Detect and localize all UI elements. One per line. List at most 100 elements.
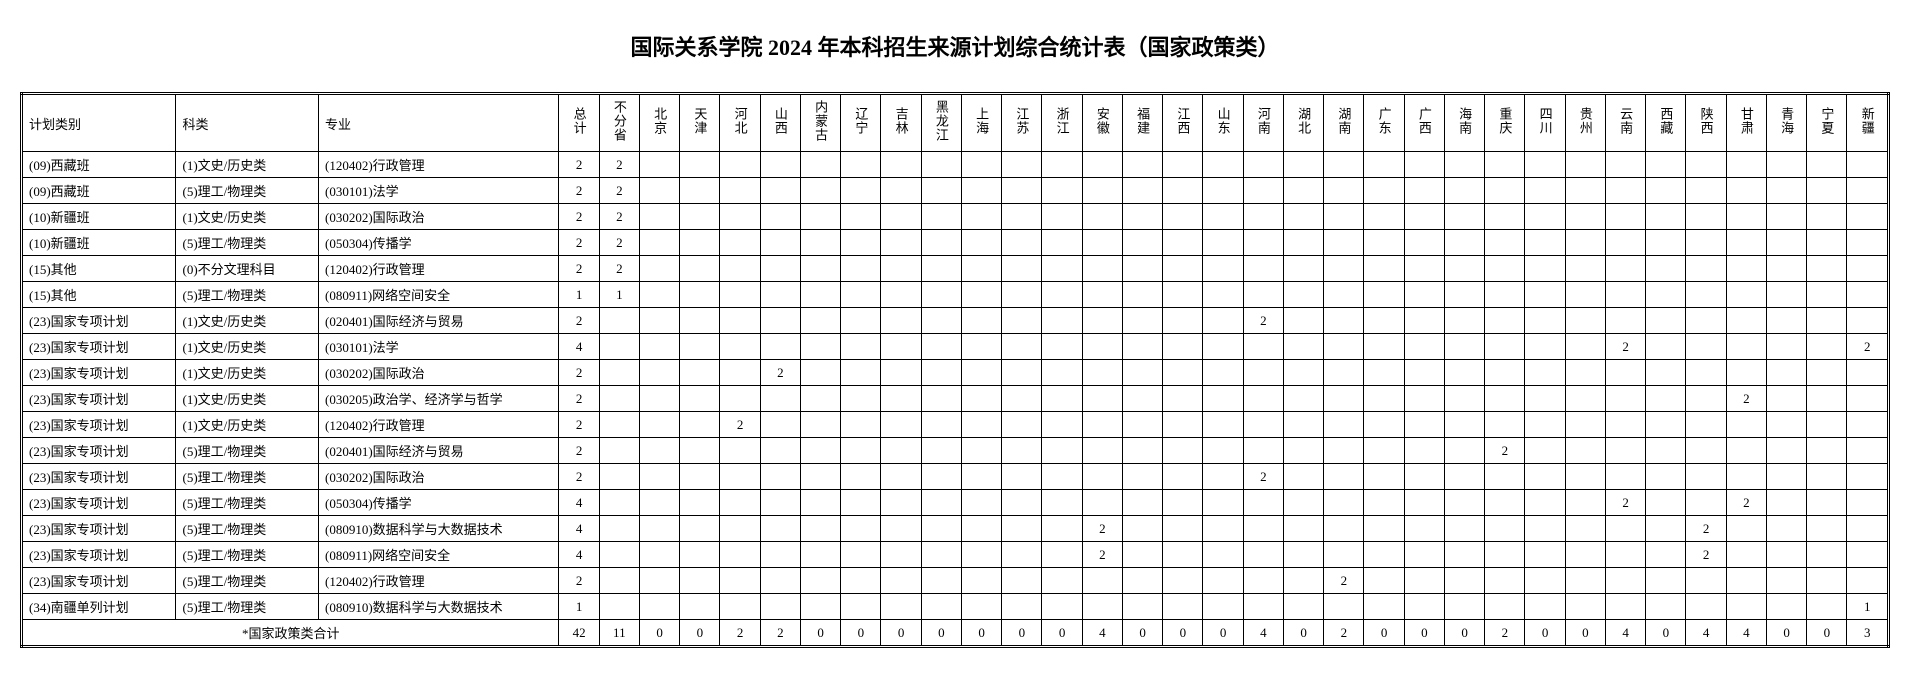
- cell-value: [760, 490, 800, 516]
- cell-value: [1364, 412, 1404, 438]
- cell-total: 1: [559, 282, 599, 308]
- cell-value: 2: [599, 152, 639, 178]
- cell-value: [1565, 438, 1605, 464]
- cell-value: [1002, 438, 1042, 464]
- cell-value: [1847, 282, 1889, 308]
- cell-value: [841, 490, 881, 516]
- cell-value: [720, 204, 760, 230]
- cell-value: [1807, 282, 1847, 308]
- cell-category: (10)新疆班: [22, 230, 176, 256]
- cell-value: [1485, 282, 1525, 308]
- total-value: 0: [1565, 620, 1605, 647]
- cell-value: [800, 360, 840, 386]
- table-row: (23)国家专项计划(5)理工/物理类(030202)国际政治22: [22, 464, 1889, 490]
- cell-category: (23)国家专项计划: [22, 360, 176, 386]
- cell-value: [1203, 204, 1243, 230]
- cell-value: [1122, 204, 1162, 230]
- cell-value: [1122, 490, 1162, 516]
- cell-value: [639, 256, 679, 282]
- cell-value: [1525, 308, 1565, 334]
- cell-value: [921, 360, 961, 386]
- cell-value: [921, 438, 961, 464]
- cell-value: [680, 334, 720, 360]
- cell-value: [760, 438, 800, 464]
- cell-value: 2: [1605, 334, 1645, 360]
- cell-value: [1444, 308, 1484, 334]
- cell-value: [760, 412, 800, 438]
- cell-value: [1444, 594, 1484, 620]
- cell-value: [1605, 594, 1645, 620]
- cell-value: [1082, 282, 1122, 308]
- cell-value: [1243, 594, 1283, 620]
- cell-value: [1364, 464, 1404, 490]
- cell-category: (34)南疆单列计划: [22, 594, 176, 620]
- cell-value: [921, 516, 961, 542]
- cell-value: [1525, 334, 1565, 360]
- cell-value: [1444, 360, 1484, 386]
- cell-value: [720, 230, 760, 256]
- cell-value: [1042, 308, 1082, 334]
- cell-value: [1163, 542, 1203, 568]
- cell-value: [881, 230, 921, 256]
- cell-value: [881, 204, 921, 230]
- cell-value: [639, 204, 679, 230]
- cell-value: [1122, 386, 1162, 412]
- cell-value: [1163, 568, 1203, 594]
- cell-value: [1042, 490, 1082, 516]
- cell-value: [1565, 542, 1605, 568]
- cell-value: [1686, 256, 1726, 282]
- cell-value: [639, 516, 679, 542]
- cell-value: [921, 412, 961, 438]
- cell-value: [1525, 282, 1565, 308]
- cell-value: [1766, 516, 1806, 542]
- header-province: 上海: [961, 94, 1001, 152]
- cell-value: [1646, 256, 1686, 282]
- cell-value: [1766, 594, 1806, 620]
- cell-value: [921, 542, 961, 568]
- cell-value: [1565, 152, 1605, 178]
- cell-major: (030202)国际政治: [319, 464, 559, 490]
- cell-value: [1686, 308, 1726, 334]
- cell-value: [1042, 230, 1082, 256]
- cell-value: [1565, 516, 1605, 542]
- header-province: 广西: [1404, 94, 1444, 152]
- cell-value: [1404, 282, 1444, 308]
- cell-value: [841, 516, 881, 542]
- cell-value: [1847, 490, 1889, 516]
- cell-value: [800, 464, 840, 490]
- cell-value: [1847, 516, 1889, 542]
- cell-value: [1726, 152, 1766, 178]
- cell-major: (020401)国际经济与贸易: [319, 308, 559, 334]
- cell-value: [1646, 282, 1686, 308]
- cell-value: [1847, 230, 1889, 256]
- cell-major: (080911)网络空间安全: [319, 542, 559, 568]
- cell-value: [639, 282, 679, 308]
- cell-total: 2: [559, 412, 599, 438]
- cell-value: [1646, 542, 1686, 568]
- cell-value: [1847, 360, 1889, 386]
- cell-value: [1324, 516, 1364, 542]
- cell-value: [1163, 490, 1203, 516]
- cell-value: [1646, 594, 1686, 620]
- cell-subject: (1)文史/历史类: [176, 334, 319, 360]
- cell-value: [1364, 542, 1404, 568]
- header-province: 吉林: [881, 94, 921, 152]
- cell-value: [1605, 412, 1645, 438]
- cell-major: (030202)国际政治: [319, 204, 559, 230]
- cell-total: 2: [559, 204, 599, 230]
- cell-value: [639, 178, 679, 204]
- cell-value: [1163, 594, 1203, 620]
- cell-value: [680, 516, 720, 542]
- cell-value: [1324, 256, 1364, 282]
- header-province: 福建: [1122, 94, 1162, 152]
- cell-value: [1847, 464, 1889, 490]
- cell-value: [881, 490, 921, 516]
- total-value: 0: [800, 620, 840, 647]
- header-province: 黑龙江: [921, 94, 961, 152]
- cell-value: [1726, 464, 1766, 490]
- cell-subject: (1)文史/历史类: [176, 360, 319, 386]
- cell-subject: (1)文史/历史类: [176, 152, 319, 178]
- cell-value: [1646, 516, 1686, 542]
- cell-value: [599, 360, 639, 386]
- cell-value: [1042, 152, 1082, 178]
